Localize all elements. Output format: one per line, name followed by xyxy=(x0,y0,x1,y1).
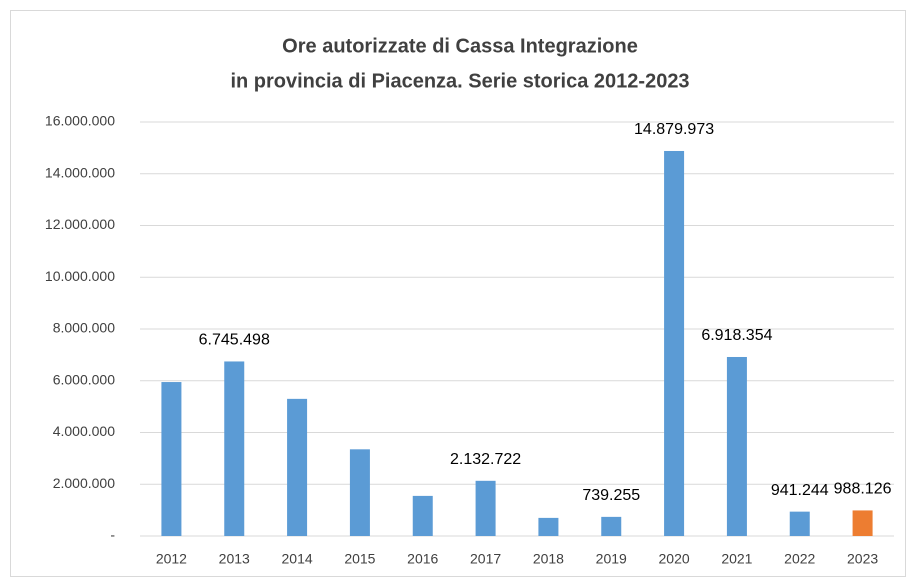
x-tick-label: 2020 xyxy=(659,551,690,567)
x-tick-label: 2019 xyxy=(596,551,627,567)
x-tick-label: 2016 xyxy=(407,551,438,567)
x-tick-label: 2017 xyxy=(470,551,501,567)
x-tick-label: 2018 xyxy=(533,551,564,567)
data-label: 941.244 xyxy=(771,482,829,499)
data-label: 988.126 xyxy=(834,481,892,498)
y-tick-label: 10.000.000 xyxy=(45,268,115,284)
bar xyxy=(161,382,182,536)
y-tick-label: - xyxy=(110,527,115,543)
bar xyxy=(601,516,622,536)
y-tick-label: 8.000.000 xyxy=(53,320,115,336)
y-tick-label: 6.000.000 xyxy=(53,371,115,387)
bar xyxy=(789,511,810,536)
data-label: 6.745.498 xyxy=(199,332,270,349)
data-label: 14.879.973 xyxy=(634,121,714,138)
bar xyxy=(224,361,245,536)
y-tick-label: 2.000.000 xyxy=(53,475,115,491)
x-tick-label: 2015 xyxy=(344,551,375,567)
data-label: 739.255 xyxy=(582,487,640,504)
bar xyxy=(349,449,370,536)
chart-title: in provincia di Piacenza. Serie storica … xyxy=(230,70,689,92)
bar xyxy=(664,150,685,536)
x-tick-label: 2014 xyxy=(282,551,313,567)
bar xyxy=(726,356,747,536)
data-label: 2.132.722 xyxy=(450,451,521,468)
x-tick-label: 2012 xyxy=(156,551,187,567)
bar xyxy=(287,398,308,536)
y-tick-label: 4.000.000 xyxy=(53,423,115,439)
chart-title: Ore autorizzate di Cassa Integrazione xyxy=(282,35,638,57)
data-label: 6.918.354 xyxy=(701,327,772,344)
x-tick-label: 2021 xyxy=(721,551,752,567)
bar xyxy=(412,495,433,536)
bar xyxy=(852,510,873,536)
y-tick-label: 14.000.000 xyxy=(45,164,115,180)
bar xyxy=(475,480,496,536)
x-tick-label: 2022 xyxy=(784,551,815,567)
chart-border xyxy=(10,10,906,577)
y-tick-label: 12.000.000 xyxy=(45,216,115,232)
bar xyxy=(538,517,559,536)
x-tick-label: 2013 xyxy=(219,551,250,567)
y-tick-label: 16.000.000 xyxy=(45,113,115,129)
x-tick-label: 2023 xyxy=(847,551,878,567)
